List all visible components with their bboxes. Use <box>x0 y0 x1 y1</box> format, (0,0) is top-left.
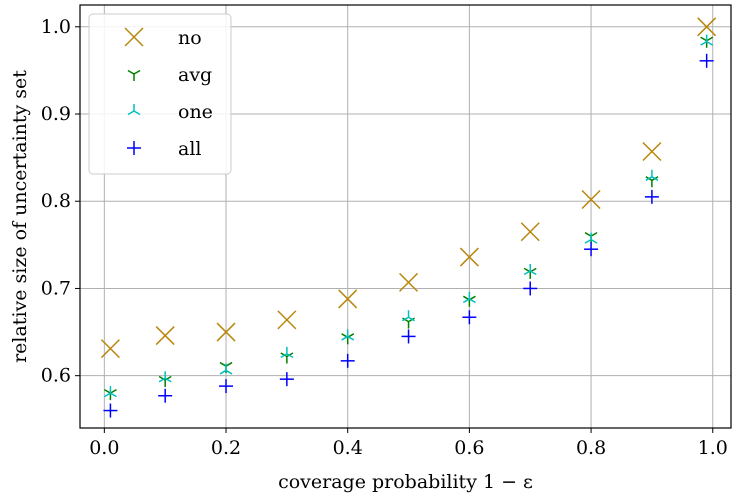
x-tick-label: 0.2 <box>211 437 241 459</box>
point-no <box>155 326 175 346</box>
y-tick-label: 0.8 <box>41 190 71 212</box>
point-one <box>462 291 476 304</box>
point-all <box>401 329 416 344</box>
legend-label-no: no <box>178 27 202 49</box>
point-one <box>645 169 659 181</box>
point-one <box>219 363 233 375</box>
point-all <box>699 53 714 68</box>
y-tick-label: 0.6 <box>41 365 71 387</box>
point-all <box>219 379 234 394</box>
legend-label-all: all <box>178 138 201 160</box>
point-one <box>158 371 172 383</box>
series-all <box>103 53 714 418</box>
legend-marker-no <box>124 27 144 47</box>
point-all <box>103 403 118 418</box>
point-one <box>523 264 537 276</box>
y-axis-label: relative size of uncertainty set <box>9 70 31 363</box>
legend: no avg one all <box>88 13 232 175</box>
point-avg <box>103 388 117 401</box>
point-one <box>584 232 598 244</box>
y-axis: 0.6 0.7 0.8 0.9 1.0 <box>41 16 80 387</box>
point-all <box>158 388 173 403</box>
point-no <box>399 272 419 292</box>
legend-marker-all <box>127 141 141 155</box>
legend-box <box>88 13 232 175</box>
x-axis: 0.0 0.2 0.4 0.6 0.8 1.0 <box>89 428 728 459</box>
point-all <box>340 353 355 368</box>
point-one <box>280 346 294 359</box>
legend-label-one: one <box>178 101 213 123</box>
x-axis-label: coverage probability 1 − ε <box>278 471 533 493</box>
x-tick-label: 1.0 <box>698 437 728 459</box>
point-one <box>341 329 355 341</box>
point-no <box>581 189 601 210</box>
y-tick-label: 1.0 <box>41 16 71 38</box>
point-all <box>584 242 599 257</box>
point-all <box>279 372 294 387</box>
point-one <box>103 386 117 398</box>
point-no <box>520 222 540 242</box>
point-no <box>100 339 120 359</box>
point-all <box>644 189 659 204</box>
series-no <box>100 17 717 359</box>
point-no <box>277 310 297 330</box>
point-no <box>642 141 662 162</box>
legend-marker-one <box>127 104 141 116</box>
y-tick-label: 0.7 <box>41 277 71 299</box>
plot-frame <box>79 4 732 429</box>
legend-label-avg: avg <box>178 64 212 86</box>
series-one <box>103 34 714 398</box>
x-tick-label: 0.6 <box>454 437 484 459</box>
legend-marker-avg <box>127 69 141 81</box>
x-tick-label: 0.0 <box>89 437 119 459</box>
y-tick-label: 0.9 <box>41 103 71 125</box>
point-all <box>523 281 538 296</box>
point-avg <box>280 352 294 364</box>
point-avg <box>645 176 659 188</box>
point-one <box>402 310 415 322</box>
data-marks <box>100 17 717 418</box>
point-one <box>700 34 714 46</box>
point-no <box>216 322 236 342</box>
point-no <box>459 247 479 267</box>
x-tick-label: 0.4 <box>333 437 363 459</box>
point-no <box>338 289 358 309</box>
x-tick-label: 0.8 <box>576 437 606 459</box>
point-no <box>697 17 717 37</box>
point-all <box>462 310 477 325</box>
